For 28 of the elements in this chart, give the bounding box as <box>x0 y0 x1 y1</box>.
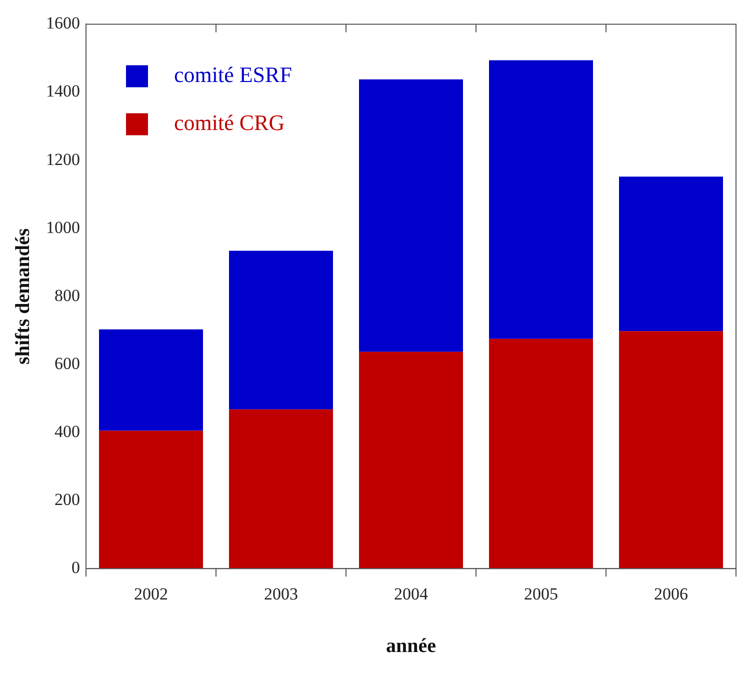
x-axis-title: année <box>386 635 436 658</box>
bar <box>359 352 463 568</box>
y-tick-label: 400 <box>54 422 80 441</box>
bar <box>489 338 593 568</box>
bar <box>619 176 723 332</box>
y-tick-label: 0 <box>72 558 80 578</box>
bar <box>489 60 593 339</box>
x-tick-label: 2006 <box>654 584 688 604</box>
y-tick-label: 600 <box>54 354 80 373</box>
y-tick-label: 800 <box>54 286 80 305</box>
legend-label: comité ESRF <box>174 62 292 87</box>
legend-label: comité CRG <box>174 110 285 135</box>
y-tick-label: 1600 <box>46 14 80 33</box>
y-tick-label: 200 <box>54 490 80 510</box>
y-tick-label: 1200 <box>46 150 80 169</box>
y-tick-label: 1400 <box>46 82 80 101</box>
y-axis-title: shifts demandés <box>12 228 34 364</box>
bar <box>359 79 463 352</box>
bar <box>619 331 723 568</box>
bar <box>229 409 333 568</box>
bar <box>229 250 333 410</box>
x-tick-label: 2003 <box>264 584 298 604</box>
x-tick-label: 2002 <box>134 584 168 604</box>
x-tick-label: 2004 <box>394 584 428 604</box>
y-tick-label: 1000 <box>46 218 80 237</box>
bar <box>99 430 203 568</box>
bar <box>99 329 203 431</box>
x-tick-label: 2005 <box>524 584 558 604</box>
